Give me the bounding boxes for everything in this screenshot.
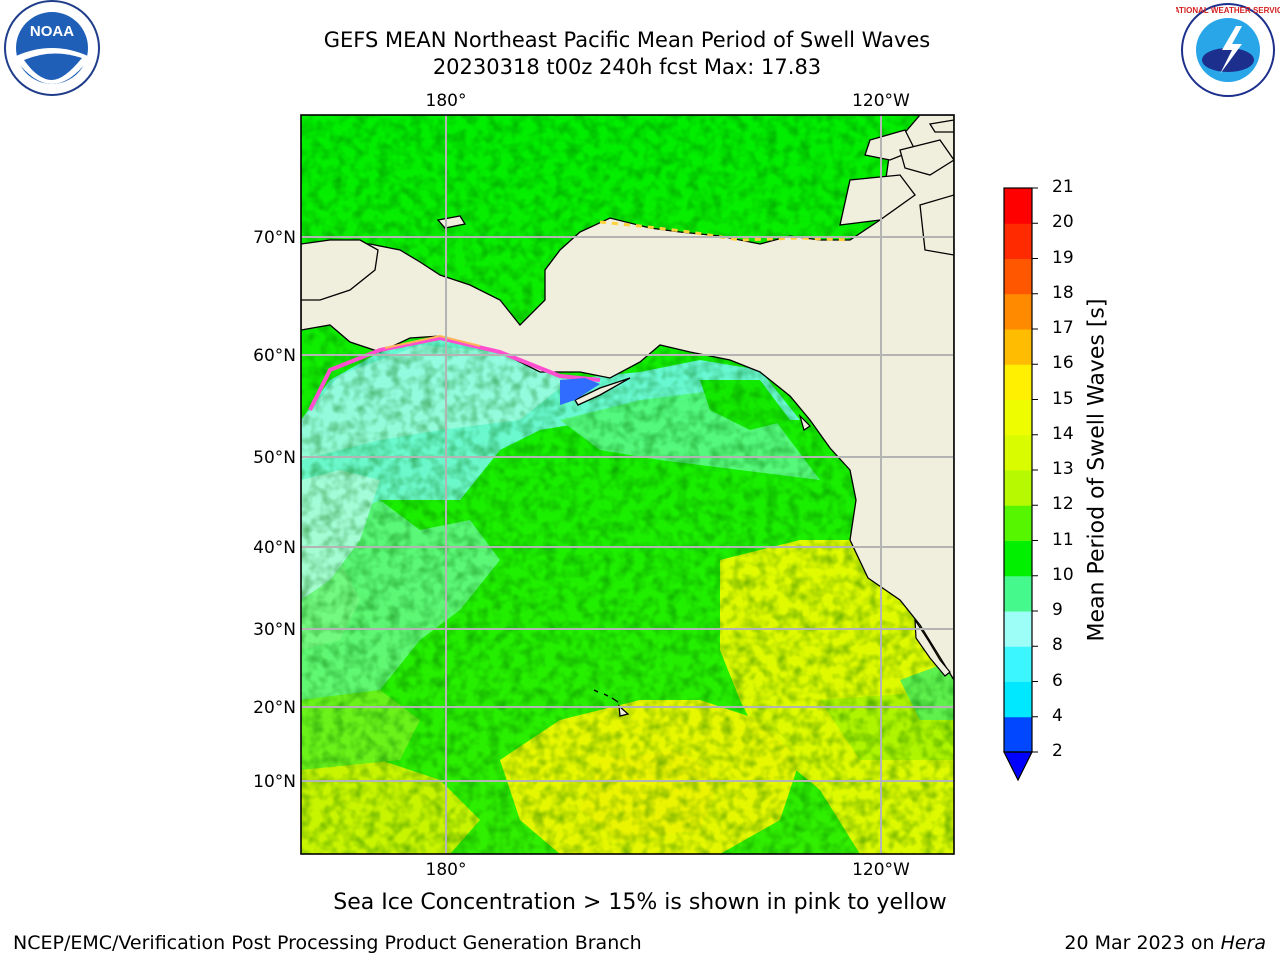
- colorbar-segment: [1004, 399, 1032, 436]
- colorbar-segment: [1004, 364, 1032, 400]
- lat-label-20n: 20°N: [253, 698, 296, 718]
- colorbar-tick-label: 16: [1052, 353, 1074, 374]
- lat-label-30n: 30°N: [253, 620, 296, 640]
- colorbar-tick-label: 8: [1052, 635, 1063, 656]
- lat-label-50n: 50°N: [253, 448, 296, 468]
- colorbar-segment: [1004, 646, 1032, 682]
- colorbar-segment: [1004, 575, 1032, 612]
- colorbar-segment: [1004, 434, 1032, 471]
- footer-credit: NCEP/EMC/Verification Post Processing Pr…: [13, 932, 642, 954]
- colorbar-segment: [1004, 258, 1032, 295]
- colorbar-tick-label: 11: [1052, 529, 1074, 550]
- colorbar-ticks: [1032, 187, 1038, 753]
- colorbar-tick-label: 20: [1052, 212, 1074, 233]
- colorbar-tick-label: 10: [1052, 564, 1074, 585]
- colorbar-tick-label: 14: [1052, 423, 1074, 444]
- colorbar-segment: [1004, 681, 1032, 718]
- lat-label-70n: 70°N: [253, 228, 296, 248]
- land-masses: [301, 115, 954, 717]
- colorbar-segment: [1004, 293, 1032, 330]
- colorbar-title: Mean Period of Swell Waves [s]: [1084, 298, 1110, 642]
- sea-ice-note: Sea Ice Concentration > 15% is shown in …: [333, 890, 947, 915]
- swell-period-field: [301, 115, 954, 854]
- colorbar-tick-label: 15: [1052, 388, 1074, 409]
- colorbar-tick-label: 12: [1052, 494, 1074, 515]
- noaa-logo-text: NOAA: [30, 23, 74, 40]
- colorbar-tick-label: 18: [1052, 282, 1074, 303]
- colorbar-segments: [1004, 188, 1032, 753]
- colorbar-tick-label: 2: [1052, 741, 1063, 761]
- colorbar-segment: [1004, 716, 1032, 753]
- lat-label-40n: 40°N: [253, 538, 296, 558]
- colorbar-tick-label: 13: [1052, 459, 1074, 479]
- colorbar-tick-label: 17: [1052, 318, 1074, 338]
- lon-label-top-120w: 120°W: [852, 91, 910, 111]
- colorbar-segment: [1004, 188, 1032, 224]
- colorbar-tick-label: 4: [1052, 705, 1063, 726]
- colorbar-tick-label: 6: [1052, 670, 1063, 691]
- lat-label-60n: 60°N: [253, 346, 296, 366]
- colorbar-segment: [1004, 611, 1032, 647]
- colorbar-segment: [1004, 470, 1032, 506]
- nws-logo: NATIONAL WEATHER SERVICE: [1176, 3, 1280, 97]
- nws-logo-text: NATIONAL WEATHER SERVICE: [1176, 6, 1280, 15]
- chart-subtitle: 20230318 t00z 240h fcst Max: 17.83: [432, 55, 822, 79]
- map-frame: [300, 114, 955, 855]
- colorbar-tick-label: 9: [1052, 600, 1063, 620]
- noaa-logo: NOAA: [4, 0, 100, 96]
- colorbar: [1003, 187, 1038, 782]
- chart-title: GEFS MEAN Northeast Pacific Mean Period …: [323, 28, 931, 52]
- graticule: [301, 115, 954, 854]
- colorbar-tick-label: 21: [1052, 177, 1074, 197]
- lon-label-bottom-120w: 120°W: [852, 860, 910, 880]
- colorbar-segment: [1004, 329, 1032, 365]
- colorbar-tick-label: 19: [1052, 247, 1074, 268]
- lat-label-10n: 10°N: [253, 772, 296, 792]
- lon-label-top-180: 180°: [426, 91, 467, 111]
- colorbar-segment: [1004, 540, 1032, 577]
- footer-date-text: 20 Mar 2023 on: [1064, 932, 1221, 954]
- lon-label-bottom-180: 180°: [426, 860, 467, 880]
- footer-date: 20 Mar 2023 on Hera: [1064, 932, 1266, 954]
- colorbar-segment: [1004, 505, 1032, 541]
- footer-machine: Hera: [1220, 932, 1266, 954]
- colorbar-under-triangle: [1003, 751, 1033, 782]
- colorbar-segment: [1004, 223, 1032, 259]
